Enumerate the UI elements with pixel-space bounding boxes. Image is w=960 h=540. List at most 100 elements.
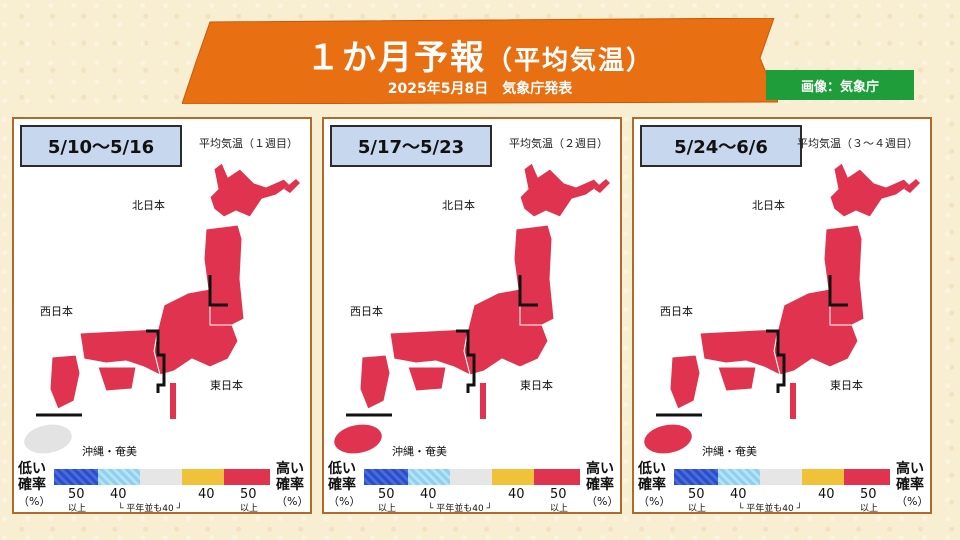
izu-islands bbox=[790, 383, 796, 419]
legend-swatch-high-50 bbox=[844, 469, 890, 485]
hokkaido-region bbox=[829, 162, 911, 218]
legend-low-label: 低い確率 （%） bbox=[328, 461, 361, 508]
japan-map bbox=[334, 162, 610, 454]
region-label-north: 北日本 bbox=[752, 199, 785, 212]
legend-ijo-low: 以上 bbox=[378, 504, 397, 514]
legend-ijo-high: 以上 bbox=[240, 504, 259, 514]
north-east-boundary bbox=[518, 275, 538, 307]
kuril-islands bbox=[594, 179, 610, 193]
legend-normal-note: └ 平年並も40 ┘ bbox=[118, 504, 183, 514]
legend-tick: 50 bbox=[240, 487, 257, 502]
legend-low-label: 低い確率 （%） bbox=[638, 461, 671, 508]
kyushu-region bbox=[49, 354, 81, 410]
legend-tick: 50 bbox=[378, 487, 395, 502]
legend-tick: 40 bbox=[420, 487, 437, 502]
legend-swatch-normal bbox=[760, 469, 802, 485]
west-east-boundary bbox=[456, 329, 476, 393]
legend-swatch-low-40 bbox=[98, 469, 140, 485]
region-label-okinawa: 沖縄・奄美 bbox=[82, 445, 137, 458]
date-range: 5/17〜5/23 bbox=[330, 125, 492, 167]
probability-legend: 低い確率 （%） 高い確率 （%） 50 40 40 50 以上 以上 └ 平年並も… bbox=[324, 459, 620, 514]
period-label: 平均気温（２週目） bbox=[509, 137, 608, 150]
tohoku-region bbox=[823, 224, 865, 326]
hokkaido-region bbox=[519, 162, 601, 218]
legend-high-label: 高い確率 （%） bbox=[896, 461, 929, 508]
date-range: 5/24〜6/6 bbox=[640, 125, 802, 167]
region-label-west: 西日本 bbox=[660, 305, 693, 318]
legend-swatch-high-40 bbox=[492, 469, 534, 485]
forecast-panel-week3-4: 5/24〜6/6 平均気温（３〜４週目） 北日本 西日本 東日本 沖縄・奄美 低… bbox=[632, 117, 932, 514]
hokkaido-region bbox=[209, 162, 291, 218]
legend-swatch-low-40 bbox=[718, 469, 760, 485]
legend-normal-note: └ 平年並も40 ┘ bbox=[738, 504, 803, 514]
legend-ijo-high: 以上 bbox=[550, 504, 569, 514]
legend-swatch-low-40 bbox=[408, 469, 450, 485]
region-label-okinawa: 沖縄・奄美 bbox=[702, 445, 757, 458]
legend-swatch-high-40 bbox=[182, 469, 224, 485]
probability-legend: 低い確率 （%） 高い確率 （%） 50 40 40 50 以上 以上 └ 平年並も… bbox=[634, 459, 930, 514]
issue-date: 2025年5月8日 気象庁発表 bbox=[387, 81, 573, 97]
legend-tick: 40 bbox=[110, 487, 127, 502]
north-east-boundary bbox=[208, 275, 228, 307]
banner-shape bbox=[182, 18, 778, 104]
region-label-west: 西日本 bbox=[350, 305, 383, 318]
legend-swatch-high-50 bbox=[534, 469, 580, 485]
legend-tick: 40 bbox=[198, 487, 215, 502]
region-label-okinawa: 沖縄・奄美 bbox=[392, 445, 447, 458]
legend-ijo-low: 以上 bbox=[688, 504, 707, 514]
period-label: 平均気温（３〜４週目） bbox=[797, 137, 918, 150]
north-east-boundary bbox=[828, 275, 848, 307]
legend-tick: 50 bbox=[860, 487, 877, 502]
legend-swatch-low-50 bbox=[364, 469, 408, 485]
region-label-east: 東日本 bbox=[520, 379, 553, 392]
shikoku-region bbox=[97, 366, 137, 392]
legend-low-label: 低い確率 （%） bbox=[18, 461, 51, 508]
izu-islands bbox=[170, 383, 176, 419]
page-title: １か月予報（平均気温） bbox=[305, 38, 654, 78]
kyushu-region bbox=[359, 354, 391, 410]
legend-swatch-high-50 bbox=[224, 469, 270, 485]
legend-ijo-low: 以上 bbox=[68, 504, 87, 514]
legend-swatch-normal bbox=[140, 469, 182, 485]
legend-swatch-high-40 bbox=[802, 469, 844, 485]
legend-swatch-low-50 bbox=[54, 469, 98, 485]
okinawa-amami-region bbox=[334, 424, 382, 454]
legend-tick: 40 bbox=[730, 487, 747, 502]
legend-normal-note: └ 平年並も40 ┘ bbox=[428, 504, 493, 514]
legend-tick: 40 bbox=[508, 487, 525, 502]
legend-swatch-normal bbox=[450, 469, 492, 485]
legend-high-label: 高い確率 （%） bbox=[586, 461, 619, 508]
shikoku-region bbox=[717, 366, 757, 392]
japan-map bbox=[24, 162, 300, 454]
forecast-panel-week2: 5/17〜5/23 平均気温（２週目） 北日本 西日本 東日本 沖縄・奄美 低い… bbox=[322, 117, 622, 514]
date-range: 5/10〜5/16 bbox=[20, 125, 182, 167]
japan-map bbox=[644, 162, 920, 454]
region-label-east: 東日本 bbox=[210, 379, 243, 392]
legend-tick: 40 bbox=[818, 487, 835, 502]
west-east-boundary bbox=[146, 329, 166, 393]
tohoku-region bbox=[203, 224, 245, 326]
legend-swatch-low-50 bbox=[674, 469, 718, 485]
kuril-islands bbox=[284, 179, 300, 193]
region-label-north: 北日本 bbox=[132, 199, 165, 212]
shikoku-region bbox=[407, 366, 447, 392]
forecast-panel-week1: 5/10〜5/16 平均気温（１週目） 北日本 西日本 東日本 沖縄・奄美 低い… bbox=[12, 117, 312, 514]
legend-tick: 50 bbox=[688, 487, 705, 502]
kuril-islands bbox=[904, 179, 920, 193]
region-label-north: 北日本 bbox=[442, 199, 475, 212]
kyushu-region bbox=[669, 354, 701, 410]
legend-ijo-high: 以上 bbox=[860, 504, 879, 514]
legend-high-label: 高い確率 （%） bbox=[276, 461, 309, 508]
region-label-west: 西日本 bbox=[40, 305, 73, 318]
period-label: 平均気温（１週目） bbox=[199, 137, 298, 150]
title-banner: １か月予報（平均気温） 2025年5月8日 気象庁発表 bbox=[182, 18, 778, 104]
probability-legend: 低い確率 （%） 高い確率 （%） 50 40 40 50 以上 以上 └ 平年並も… bbox=[14, 459, 310, 514]
tohoku-region bbox=[513, 224, 555, 326]
okinawa-amami-region bbox=[644, 424, 692, 454]
region-label-east: 東日本 bbox=[830, 379, 863, 392]
image-credit-badge: 画像：気象庁 bbox=[766, 70, 914, 100]
izu-islands bbox=[480, 383, 486, 419]
legend-tick: 50 bbox=[68, 487, 85, 502]
okinawa-amami-region bbox=[24, 424, 72, 454]
legend-tick: 50 bbox=[550, 487, 567, 502]
